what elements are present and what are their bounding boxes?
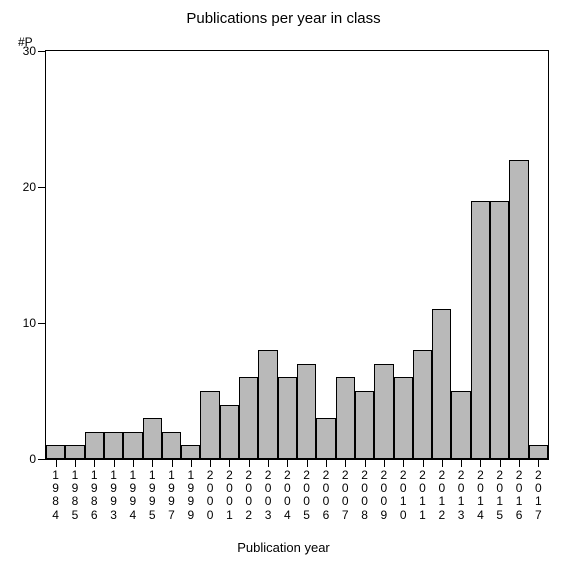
bar xyxy=(239,377,258,459)
x-tick-label: 2016 xyxy=(514,469,524,522)
bar xyxy=(258,350,277,459)
bar xyxy=(278,377,297,459)
x-tick-label: 2002 xyxy=(244,469,254,522)
bar xyxy=(509,160,528,459)
bar xyxy=(220,405,239,459)
x-tick xyxy=(423,459,424,467)
x-tick xyxy=(345,459,346,467)
y-tick xyxy=(38,51,46,52)
x-tick-label: 1984 xyxy=(51,469,61,522)
x-axis-label: Publication year xyxy=(0,540,567,555)
x-tick-label: 2009 xyxy=(379,469,389,522)
x-tick xyxy=(133,459,134,467)
bar xyxy=(316,418,335,459)
x-tick xyxy=(268,459,269,467)
x-tick-label: 2011 xyxy=(418,469,428,522)
bar xyxy=(413,350,432,459)
x-tick-label: 2001 xyxy=(224,469,234,522)
x-tick xyxy=(442,459,443,467)
x-tick xyxy=(307,459,308,467)
x-tick xyxy=(500,459,501,467)
y-tick xyxy=(38,323,46,324)
bar xyxy=(529,445,548,459)
x-tick-label: 1997 xyxy=(167,469,177,522)
bar xyxy=(336,377,355,459)
x-tick xyxy=(403,459,404,467)
x-tick-label: 2008 xyxy=(360,469,370,522)
plot-area: 0102030198419851986199319941995199719992… xyxy=(45,50,549,460)
y-tick-label: 10 xyxy=(23,316,36,330)
x-tick xyxy=(152,459,153,467)
bar xyxy=(162,432,181,459)
bar xyxy=(123,432,142,459)
x-tick xyxy=(480,459,481,467)
x-tick-label: 1995 xyxy=(147,469,157,522)
y-tick-label: 0 xyxy=(29,452,36,466)
bar xyxy=(471,201,490,459)
x-tick-label: 2017 xyxy=(533,469,543,522)
x-tick xyxy=(94,459,95,467)
x-tick-label: 2007 xyxy=(340,469,350,522)
x-tick-label: 2004 xyxy=(282,469,292,522)
x-tick xyxy=(56,459,57,467)
bar xyxy=(46,445,65,459)
x-tick-label: 1993 xyxy=(109,469,119,522)
y-tick-label: 30 xyxy=(23,44,36,58)
bar xyxy=(143,418,162,459)
bar xyxy=(432,309,451,459)
x-tick-label: 2006 xyxy=(321,469,331,522)
x-tick-label: 2014 xyxy=(475,469,485,522)
bar xyxy=(374,364,393,459)
chart-container: Publications per year in class #P 010203… xyxy=(0,0,567,567)
x-tick-label: 1994 xyxy=(128,469,138,522)
bar xyxy=(85,432,104,459)
x-tick-label: 2012 xyxy=(437,469,447,522)
chart-title: Publications per year in class xyxy=(0,10,567,27)
x-tick xyxy=(461,459,462,467)
x-tick xyxy=(75,459,76,467)
bar xyxy=(181,445,200,459)
y-tick xyxy=(38,187,46,188)
x-tick-label: 1985 xyxy=(70,469,80,522)
x-tick xyxy=(191,459,192,467)
bar xyxy=(297,364,316,459)
y-tick-label: 20 xyxy=(23,180,36,194)
x-tick xyxy=(287,459,288,467)
x-tick xyxy=(229,459,230,467)
x-tick xyxy=(365,459,366,467)
x-tick xyxy=(326,459,327,467)
bar xyxy=(394,377,413,459)
x-tick-label: 2010 xyxy=(398,469,408,522)
x-tick xyxy=(249,459,250,467)
bar xyxy=(490,201,509,459)
x-tick xyxy=(114,459,115,467)
x-tick xyxy=(538,459,539,467)
x-tick-label: 2003 xyxy=(263,469,273,522)
x-tick xyxy=(172,459,173,467)
x-tick xyxy=(210,459,211,467)
x-tick-label: 1986 xyxy=(89,469,99,522)
x-tick xyxy=(519,459,520,467)
x-tick-label: 2000 xyxy=(205,469,215,522)
x-tick xyxy=(384,459,385,467)
x-tick-label: 2013 xyxy=(456,469,466,522)
x-tick-label: 2015 xyxy=(495,469,505,522)
bar xyxy=(451,391,470,459)
bar xyxy=(355,391,374,459)
bar xyxy=(104,432,123,459)
bar xyxy=(65,445,84,459)
x-tick-label: 2005 xyxy=(302,469,312,522)
y-tick xyxy=(38,459,46,460)
x-tick-label: 1999 xyxy=(186,469,196,522)
bar xyxy=(200,391,219,459)
